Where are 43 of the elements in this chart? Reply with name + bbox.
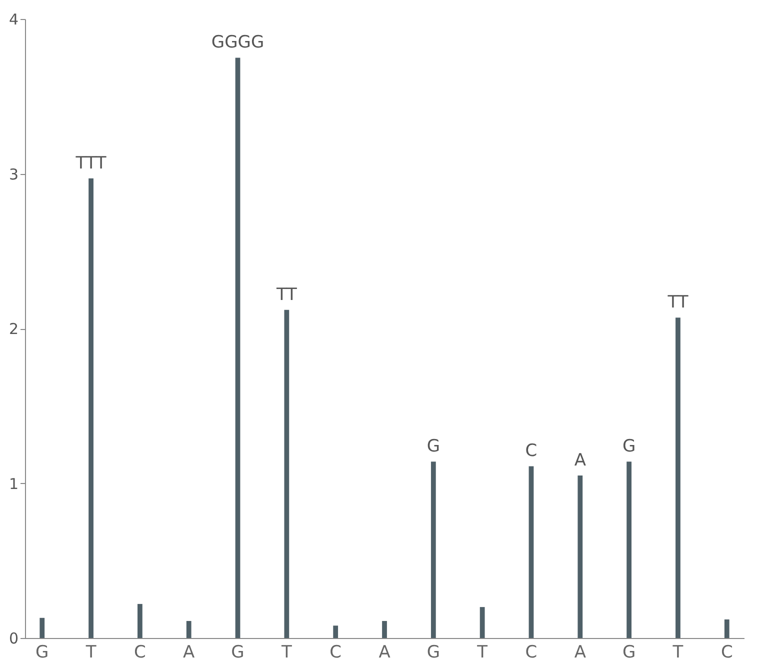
x-tick-label: T xyxy=(672,642,684,662)
x-tick-label: G xyxy=(231,642,244,662)
x-tick-label: T xyxy=(84,642,97,662)
y-tick-label: 3 xyxy=(8,165,18,184)
bar xyxy=(137,604,142,638)
bar xyxy=(284,310,290,638)
bar xyxy=(676,318,680,638)
bar xyxy=(528,466,534,638)
data-label: C xyxy=(525,441,538,462)
x-tick-label: C xyxy=(720,642,733,662)
y-tick-label: 1 xyxy=(8,474,18,493)
x-tick-label: G xyxy=(426,642,440,662)
x-tick-label: A xyxy=(183,642,196,662)
x-tick-label: A xyxy=(574,642,586,662)
data-label: TT xyxy=(666,292,689,313)
data-label: G xyxy=(426,436,440,457)
x-tick-label: C xyxy=(330,642,342,662)
y-tick-label: 2 xyxy=(8,320,18,338)
x-tick-label: T xyxy=(280,642,292,662)
bar xyxy=(480,607,485,638)
bar xyxy=(40,618,45,638)
bar xyxy=(333,626,338,638)
bar xyxy=(578,476,583,638)
x-tick-label: T xyxy=(476,642,488,662)
x-tick-label: C xyxy=(134,642,146,662)
data-label: G xyxy=(622,436,636,457)
x-tick-label: A xyxy=(378,642,391,662)
data-label: TTT xyxy=(74,153,107,174)
bar xyxy=(186,620,192,638)
bar xyxy=(382,620,387,638)
bar xyxy=(235,58,240,638)
bar xyxy=(724,619,730,638)
y-tick-label: 4 xyxy=(8,10,18,28)
bar xyxy=(430,462,436,638)
x-tick-label: C xyxy=(525,642,538,662)
bar xyxy=(626,462,632,638)
data-label: A xyxy=(574,450,586,471)
data-label: TT xyxy=(275,284,298,305)
data-label: GGGG xyxy=(211,32,264,53)
x-tick-label: G xyxy=(622,642,636,662)
y-tick-label: 0 xyxy=(8,630,18,648)
bar xyxy=(88,178,94,638)
x-tick-label: G xyxy=(36,642,49,662)
